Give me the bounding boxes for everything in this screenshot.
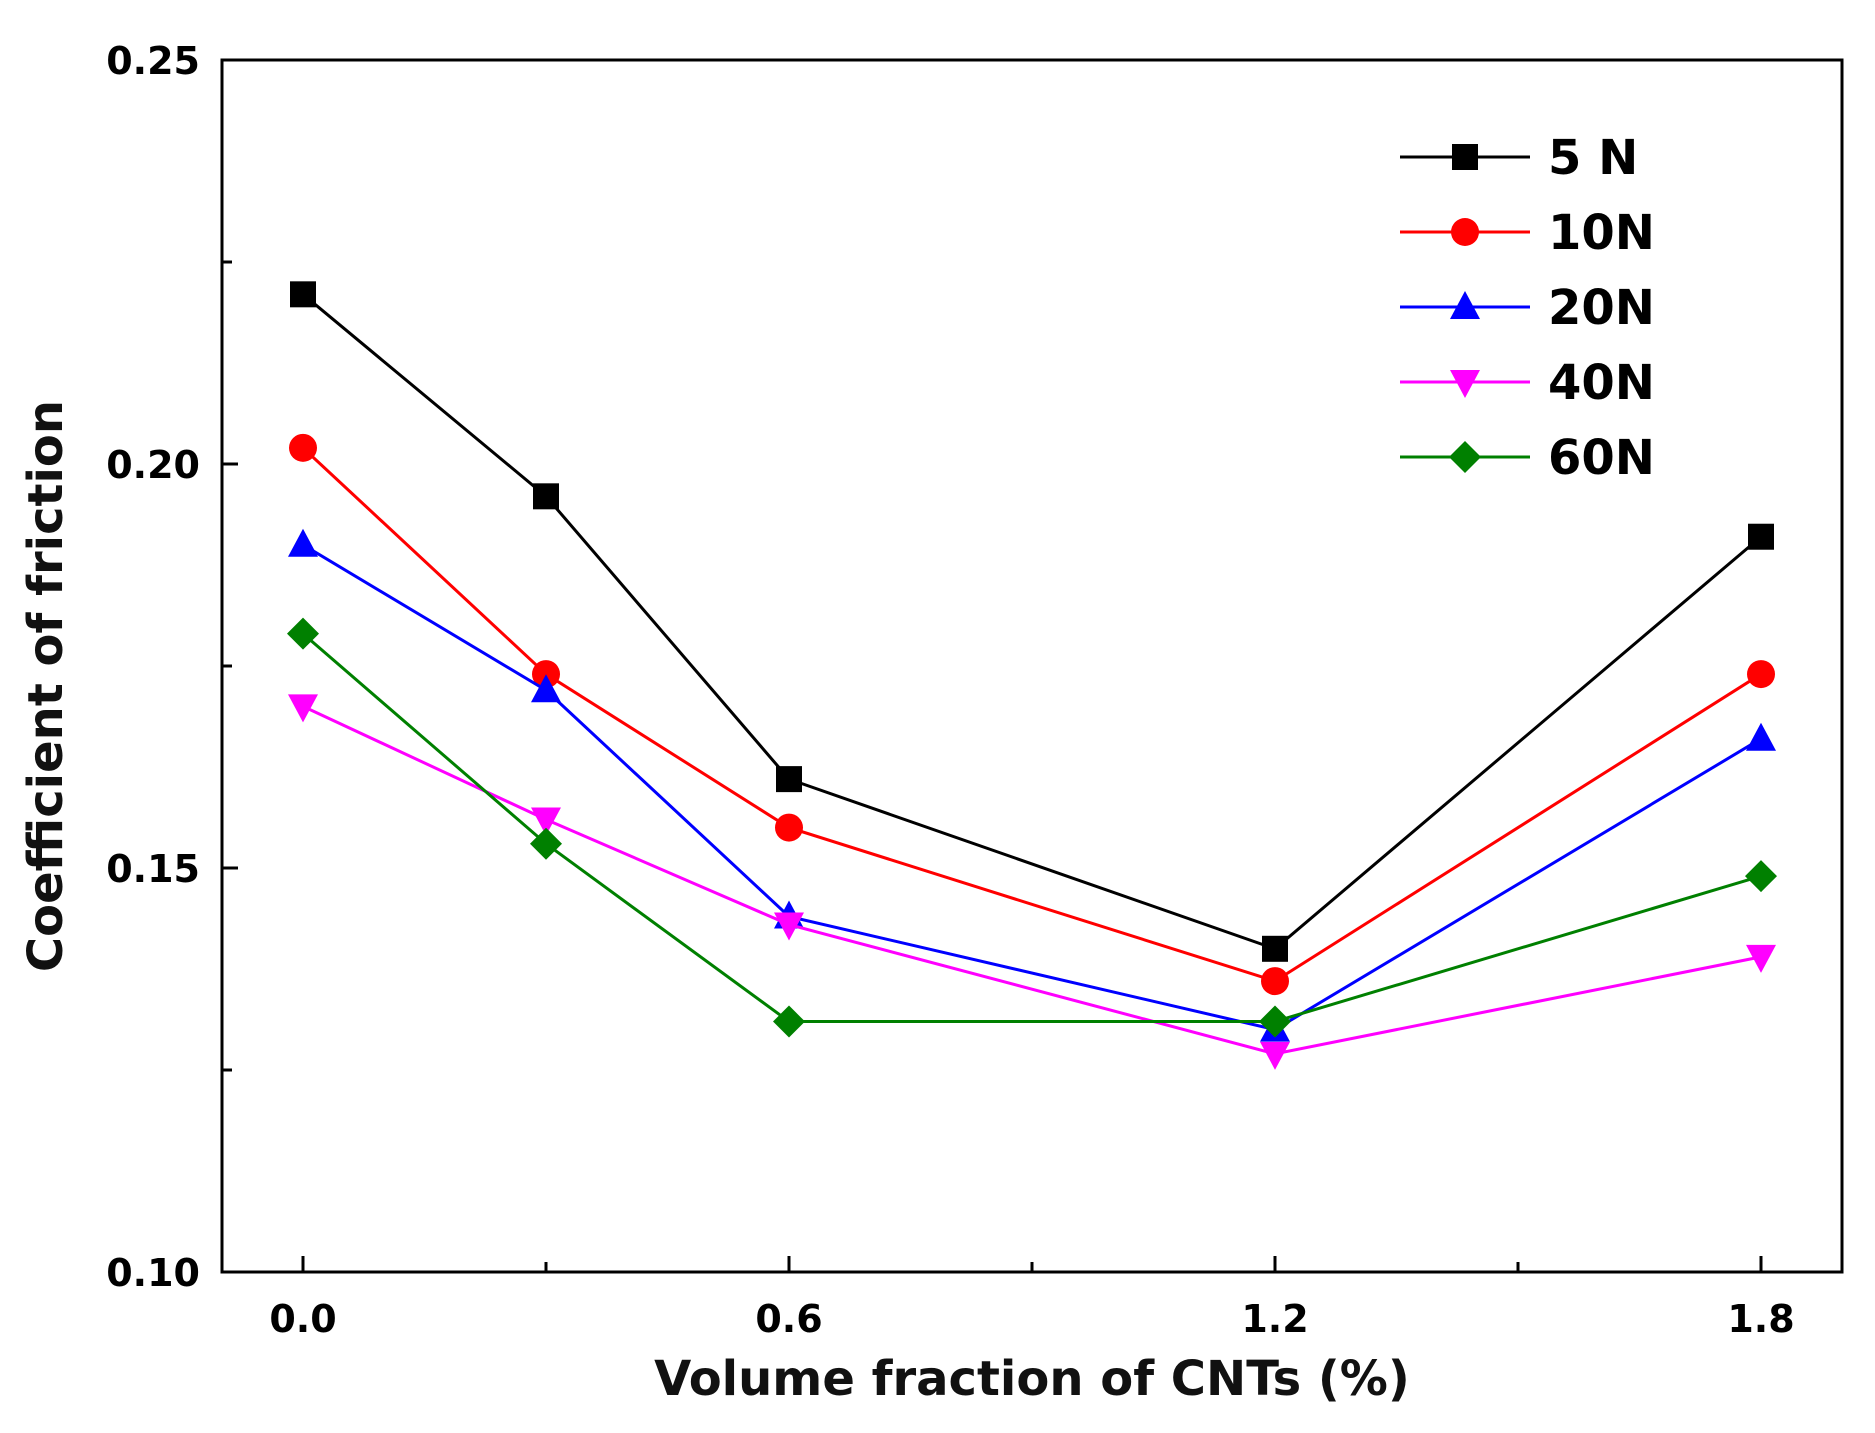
data-point (1746, 722, 1776, 751)
series-line (302, 293, 1762, 951)
series-group (287, 281, 1777, 1070)
data-point (531, 807, 561, 836)
y-tick-label: 0.10 (106, 1251, 200, 1295)
data-point (533, 483, 559, 510)
y-tick-label: 0.15 (106, 847, 200, 891)
legend-label: 10N (1548, 205, 1655, 261)
legend-marker (1450, 291, 1480, 319)
data-point (289, 433, 317, 462)
series-4 (288, 694, 1776, 1070)
legend-marker (1450, 370, 1480, 398)
series-line (302, 632, 1762, 1024)
legend-entry: 5 N (1400, 130, 1638, 186)
data-point (1260, 1041, 1290, 1070)
data-point (773, 1005, 805, 1038)
data-point (1262, 935, 1288, 962)
legend-marker (1452, 144, 1478, 170)
series-2 (289, 433, 1775, 996)
data-point (775, 813, 803, 842)
x-tick-label: 0.6 (755, 1297, 822, 1341)
x-tick-label: 1.8 (1727, 1297, 1794, 1341)
series-line (302, 705, 1762, 1056)
legend-entry: 40N (1400, 355, 1655, 411)
data-point (531, 674, 561, 703)
legend-entry: 10N (1400, 205, 1655, 261)
x-tick-label: 0.0 (269, 1297, 336, 1341)
data-point (287, 617, 319, 650)
data-point (774, 912, 804, 941)
data-point (288, 694, 318, 723)
legend-marker (1451, 218, 1479, 246)
y-axis-title: Coefficient of friction (18, 400, 74, 972)
legend-label: 5 N (1548, 130, 1638, 186)
data-point (288, 528, 318, 557)
data-point (776, 766, 802, 793)
legend-label: 40N (1548, 355, 1655, 411)
data-point (1746, 944, 1776, 973)
series-1 (290, 281, 1774, 962)
data-point (1261, 967, 1289, 996)
data-point (1747, 660, 1775, 689)
series-5 (287, 617, 1777, 1038)
x-tick-label: 1.2 (1241, 1297, 1308, 1341)
series-line (302, 543, 1762, 1032)
data-point (532, 660, 560, 689)
series-3 (288, 528, 1776, 1042)
legend-entry: 20N (1400, 280, 1655, 336)
legend-label: 20N (1548, 280, 1655, 336)
data-point (1259, 1005, 1291, 1038)
legend-marker (1449, 441, 1481, 473)
data-point (530, 827, 562, 860)
data-point (1745, 860, 1777, 893)
legend: 5 N 10N 20N 40N 60N (1400, 130, 1655, 486)
legend-label: 60N (1548, 430, 1655, 486)
data-point (290, 281, 316, 308)
y-tick-label: 0.25 (106, 39, 200, 83)
legend-entry: 60N (1400, 430, 1655, 486)
y-tick-label: 0.20 (106, 443, 200, 487)
series-line (301, 446, 1762, 983)
data-point (1748, 523, 1774, 550)
x-axis-title: Volume fraction of CNTs (%) (654, 1351, 1410, 1407)
axes: 0.0 0.6 1.2 1.8 0.10 0.15 0.20 0.25 Volume fract… (18, 39, 1844, 1407)
